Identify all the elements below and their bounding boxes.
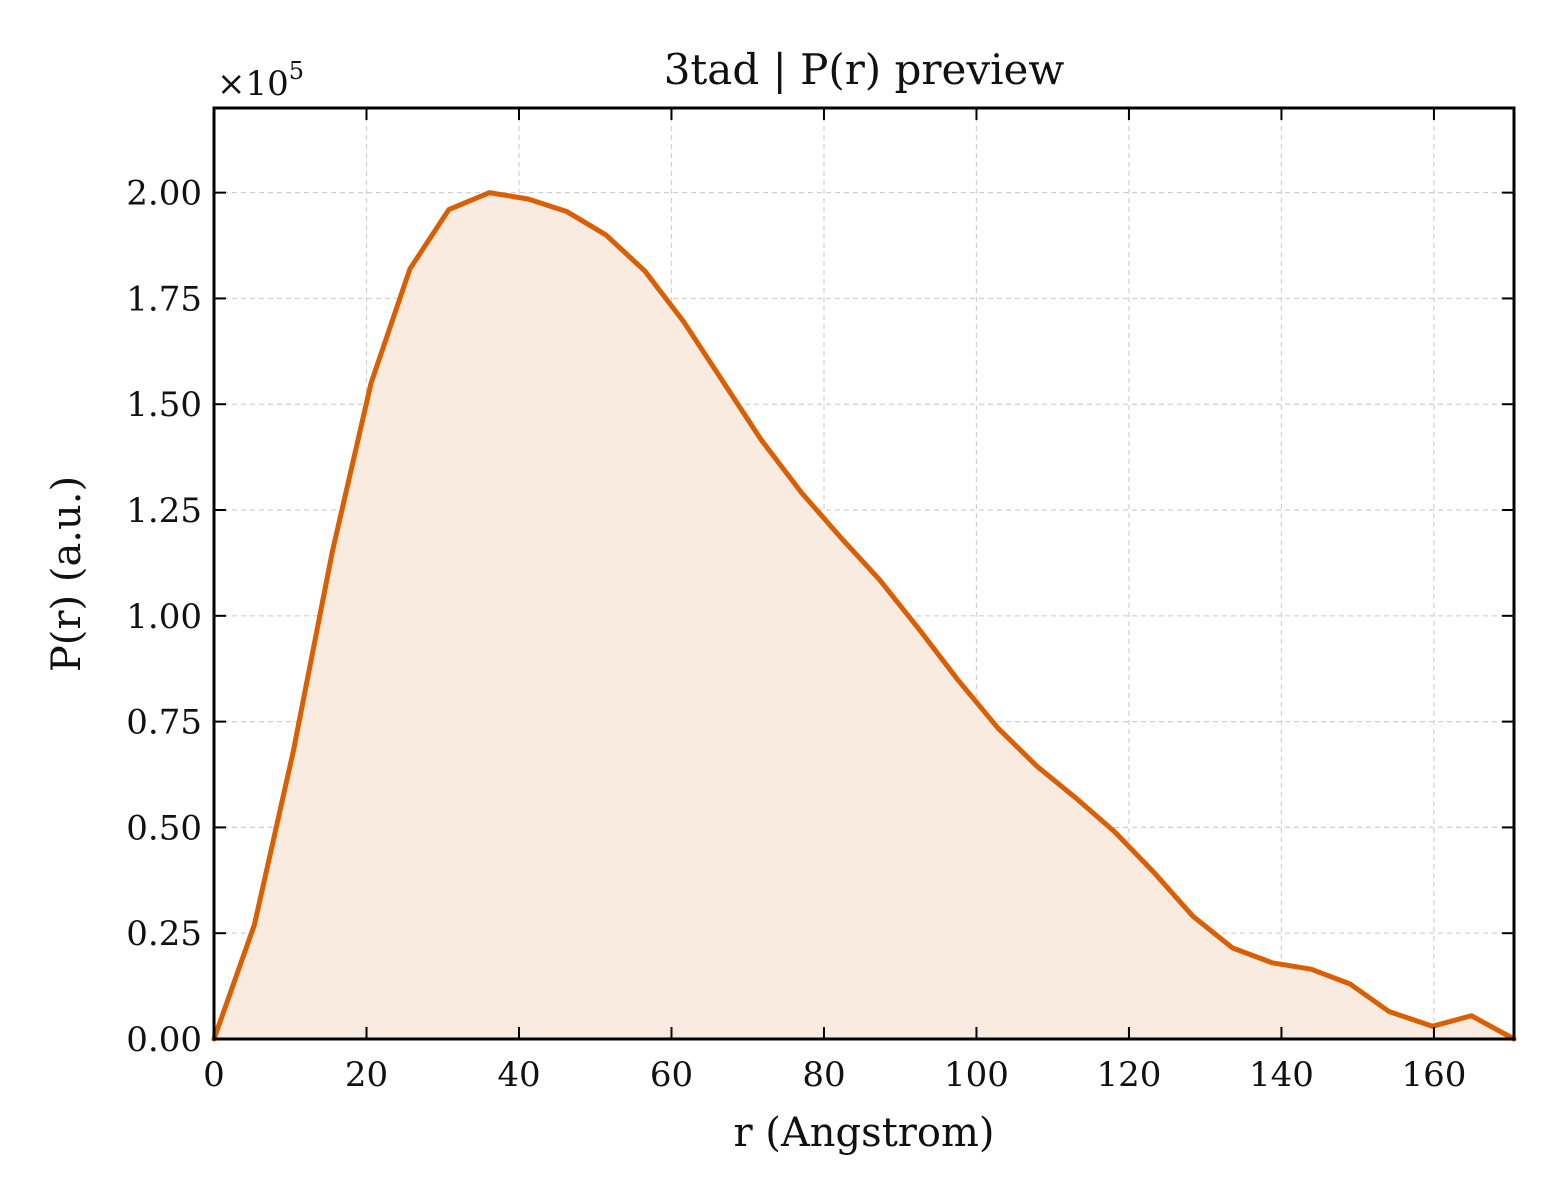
y-tick-label: 1.25 bbox=[126, 491, 202, 531]
chart-title: 3tad | P(r) preview bbox=[664, 45, 1065, 94]
y-tick-label: 1.00 bbox=[126, 597, 202, 637]
y-tick-label: 1.50 bbox=[126, 385, 202, 425]
y-tick-label: 0.50 bbox=[126, 808, 202, 848]
x-tick-label: 100 bbox=[944, 1055, 1009, 1095]
x-tick-label: 40 bbox=[497, 1055, 540, 1095]
plot-frame bbox=[212, 106, 1516, 1041]
pr-curve bbox=[211, 190, 1517, 1042]
x-tick-label: 60 bbox=[650, 1055, 693, 1095]
y-tick-label: 0.00 bbox=[126, 1020, 202, 1060]
x-tick-label: 160 bbox=[1401, 1055, 1466, 1095]
y-tick-label: 1.75 bbox=[126, 279, 202, 319]
x-axis-label: r (Angstrom) bbox=[733, 1110, 994, 1156]
x-tick-label: 0 bbox=[203, 1055, 225, 1095]
x-tick-labels: 0 20 40 60 80 100 120 140 160 bbox=[203, 1055, 1466, 1095]
x-tick-label: 80 bbox=[802, 1055, 845, 1095]
y-tick-label: 0.25 bbox=[126, 914, 202, 954]
y-multiplier-exponent: 5 bbox=[289, 57, 304, 85]
y-tick-label: 0.75 bbox=[126, 703, 202, 743]
pr-area-fill bbox=[214, 192, 1514, 1039]
y-multiplier-base: ×10 bbox=[217, 64, 289, 104]
axes bbox=[212, 106, 1516, 1041]
x-tick-label: 140 bbox=[1249, 1055, 1314, 1095]
x-tick-label: 120 bbox=[1097, 1055, 1162, 1095]
y-tick-label: 2.00 bbox=[126, 174, 202, 214]
y-tick-labels: 0.00 0.25 0.50 0.75 1.00 1.25 1.50 1.75 2.00 bbox=[126, 174, 202, 1060]
x-tick-label: 20 bbox=[345, 1055, 388, 1095]
area-layer bbox=[211, 190, 1517, 1042]
y-multiplier: ×105 bbox=[217, 57, 304, 104]
y-axis-label: P(r) (a.u.) bbox=[44, 476, 90, 672]
